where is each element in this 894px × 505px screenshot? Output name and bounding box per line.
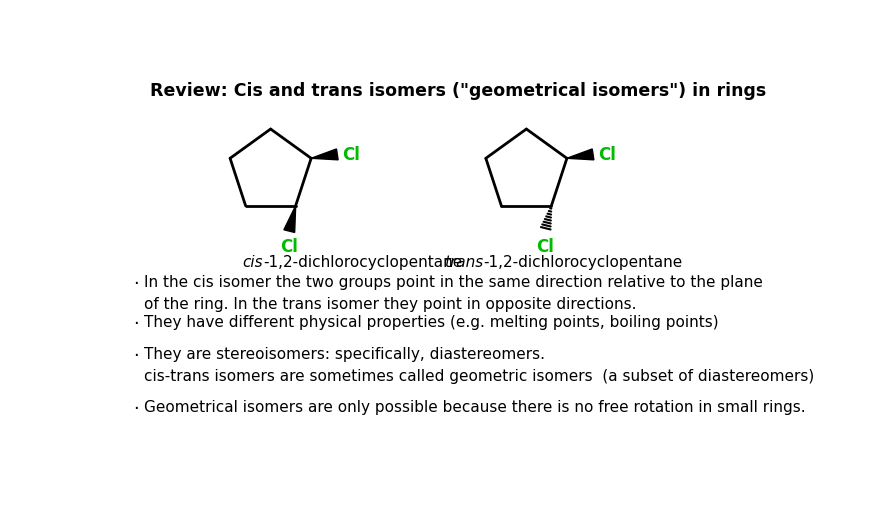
Text: ·: · [133,399,139,417]
Text: In the cis isomer the two groups point in the same direction relative to the pla: In the cis isomer the two groups point i… [144,274,763,312]
Polygon shape [567,149,594,161]
Text: trans: trans [444,254,484,269]
Text: Cl: Cl [598,146,616,164]
Text: They are stereoisomers: specifically, diastereomers.
cis-trans isomers are somet: They are stereoisomers: specifically, di… [144,346,814,384]
Text: cis: cis [242,254,263,269]
Text: ·: · [133,346,139,365]
Text: ·: · [133,314,139,332]
Text: ·: · [133,274,139,292]
Text: Review: Cis and trans isomers ("geometrical isomers") in rings: Review: Cis and trans isomers ("geometri… [150,82,766,100]
Text: Cl: Cl [281,238,299,256]
Text: -1,2-dichlorocyclopentane: -1,2-dichlorocyclopentane [484,254,683,269]
Text: -1,2-dichlorocyclopentane: -1,2-dichlorocyclopentane [263,254,462,269]
Text: Cl: Cl [342,146,359,164]
Polygon shape [311,149,338,161]
Text: Cl: Cl [536,238,554,256]
Text: Geometrical isomers are only possible because there is no free rotation in small: Geometrical isomers are only possible be… [144,399,805,414]
Polygon shape [284,206,296,233]
Text: They have different physical properties (e.g. melting points, boiling points): They have different physical properties … [144,314,719,329]
